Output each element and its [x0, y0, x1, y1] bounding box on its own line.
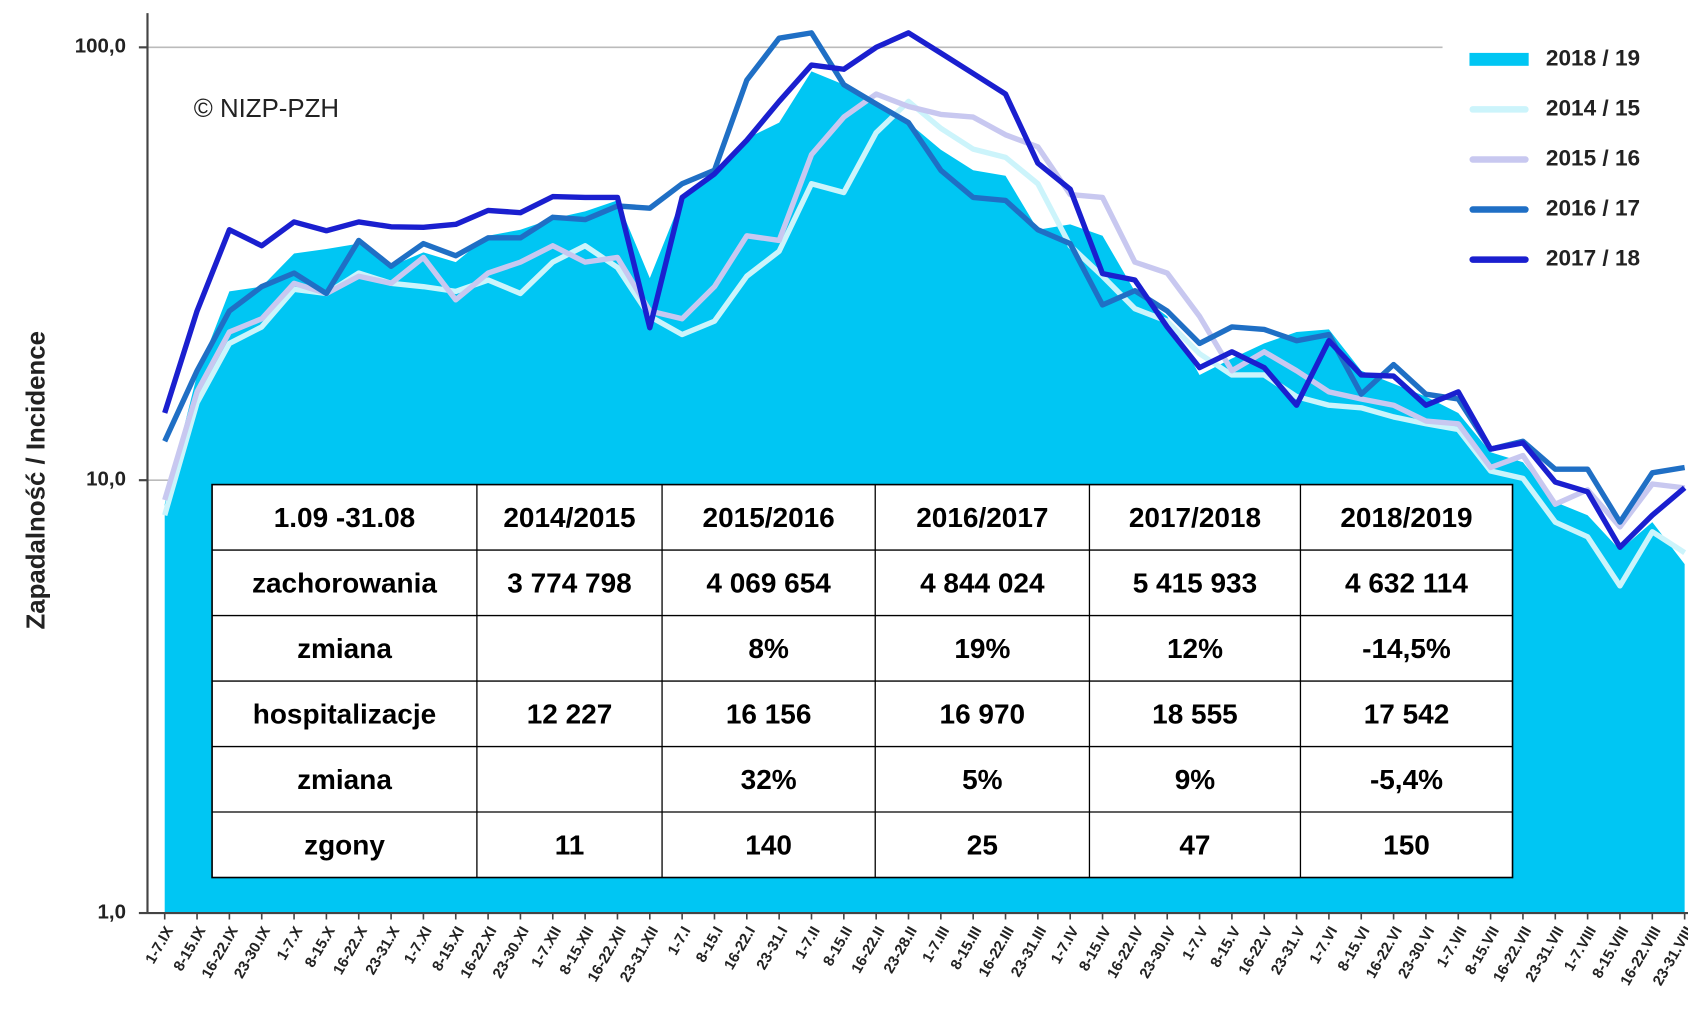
table-cell: 12% — [1167, 633, 1223, 664]
table-cell: 2016/2017 — [916, 502, 1048, 533]
table-cell: 11 — [555, 829, 585, 860]
line — [162, 30, 1687, 550]
y-tick-label: 1,0 — [98, 900, 126, 923]
x-tick-label: 1-7.XI — [401, 924, 436, 967]
table-cell: 47 — [1179, 829, 1210, 860]
table-cell: 32% — [741, 764, 797, 795]
x-tick-label: 1-7.II — [792, 924, 824, 962]
legend-label: 2016 / 17 — [1546, 196, 1640, 221]
table-cell: 5 415 933 — [1133, 567, 1257, 598]
table-cell: 2014/2015 — [503, 502, 635, 533]
x-tick-label: 1-7.VI — [1306, 924, 1341, 967]
legend-label: 2014 / 15 — [1546, 95, 1640, 120]
table-cell: 16 970 — [940, 698, 1026, 729]
table-cell: 12 227 — [527, 698, 613, 729]
table-cell: zmiana — [297, 633, 392, 664]
table-cell: 2015/2016 — [703, 502, 835, 533]
table-cell: 9% — [1175, 764, 1216, 795]
x-tick-label: 23-31.I — [753, 924, 791, 973]
table-cell: 5% — [962, 764, 1003, 795]
line — [162, 91, 1685, 530]
legend-swatch — [1469, 52, 1529, 66]
table-cell: 2017/2018 — [1129, 502, 1261, 533]
y-axis-label: Zapadalność / Incidence — [23, 331, 51, 630]
table-cell: 4 069 654 — [706, 567, 831, 598]
x-tick-label: 1-7.I — [665, 924, 695, 959]
y-tick-label: 100,0 — [75, 35, 126, 58]
legend-label: 2017 / 18 — [1546, 246, 1640, 271]
table-cell: zachorowania — [252, 567, 437, 598]
legend-label: 2015 / 16 — [1546, 145, 1640, 170]
table-cell: -14,5% — [1362, 633, 1451, 664]
table-cell: 25 — [967, 829, 998, 860]
x-tick-label: 1-7.X — [274, 924, 307, 964]
x-tick-label: 1-7.V — [1179, 924, 1212, 964]
table-cell: 1.09 -31.08 — [274, 502, 416, 533]
table-cell: 140 — [745, 829, 792, 860]
table-cell: 150 — [1383, 829, 1430, 860]
table-cell: 17 542 — [1364, 698, 1450, 729]
table-cell: 2018/2019 — [1340, 502, 1472, 533]
table-cell: 4 632 114 — [1345, 567, 1468, 598]
table-cell: 8% — [748, 633, 789, 664]
table-cell: 18 555 — [1152, 698, 1238, 729]
table-cell: 3 774 798 — [507, 567, 631, 598]
x-tick-label: 8-15.I — [693, 924, 727, 966]
table-cell: hospitalizacje — [253, 698, 436, 729]
table-cell: zmiana — [297, 764, 392, 795]
table-cell: -5,4% — [1370, 764, 1443, 795]
annotation: © NIZP-PZH — [194, 95, 339, 123]
y-tick-label: 10,0 — [86, 468, 126, 491]
data-table: 1.09 -31.08 2014/2015 2015/2016 2016/2017 20… — [211, 483, 1514, 879]
x-tick-label: 1-7.III — [919, 924, 953, 966]
table-cell: zgony — [304, 829, 385, 860]
table-cell: 16 156 — [726, 698, 812, 729]
line — [162, 30, 1686, 525]
x-tick-label: 1-7.IX — [142, 924, 177, 967]
table-cell: 4 844 024 — [920, 567, 1045, 598]
line — [162, 98, 1687, 589]
table-cell: 19% — [954, 633, 1010, 664]
x-tick-label: 1-7.IV — [1048, 924, 1083, 967]
legend-label: 2018 / 19 — [1546, 45, 1640, 70]
